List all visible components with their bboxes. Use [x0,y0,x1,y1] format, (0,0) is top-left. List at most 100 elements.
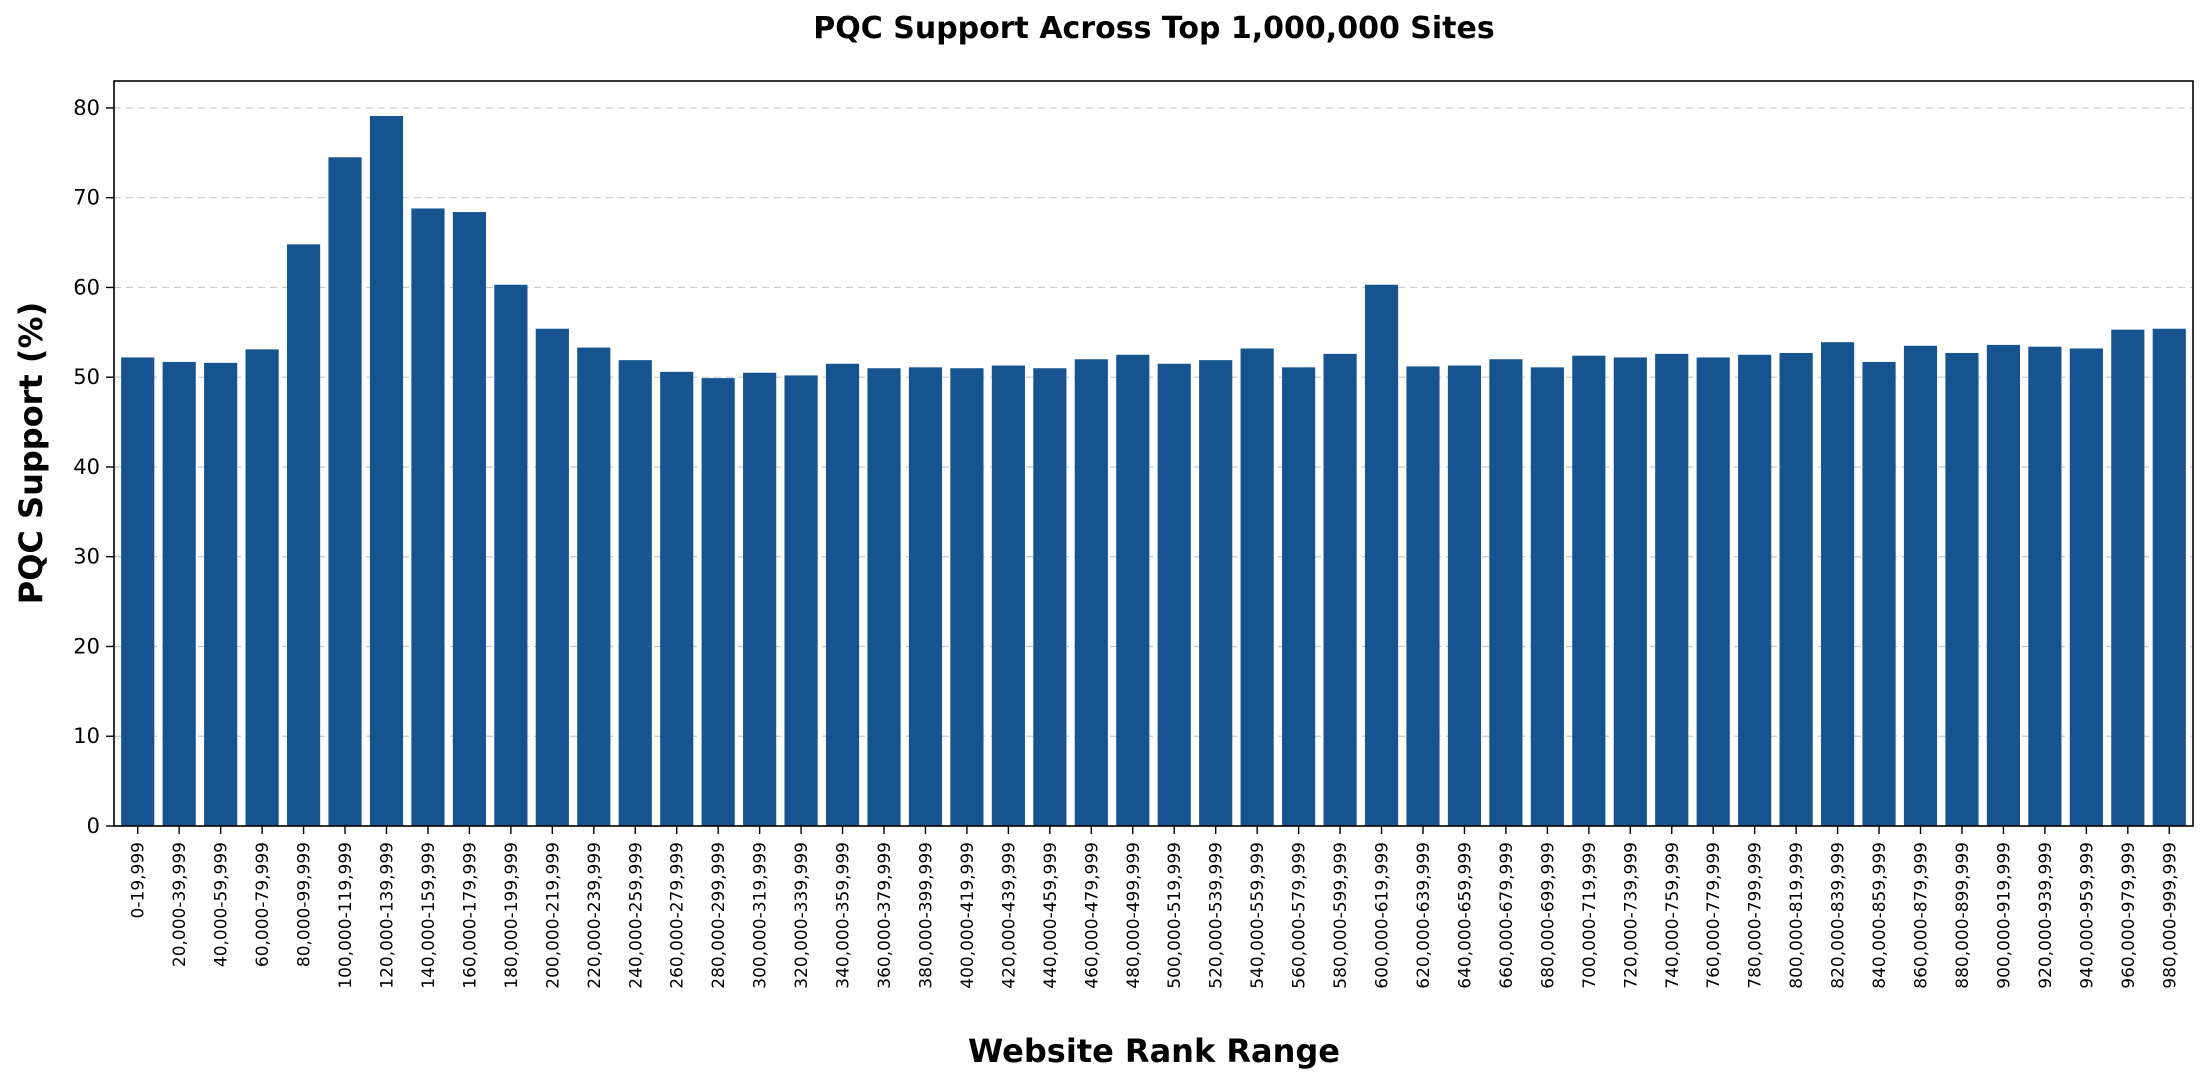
x-tick-label: 360,000-379,999 [875,842,895,989]
x-tick-label: 580,000-599,999 [1331,842,1351,989]
x-tick-label: 620,000-639,999 [1414,842,1434,989]
x-tick-label: 800,000-819,999 [1787,842,1807,989]
bar [1406,366,1440,826]
x-tick-label: 920,000-939,999 [2036,842,2056,989]
y-tick-label: 40 [73,455,100,479]
x-axis-label: Website Rank Range [968,1032,1340,1070]
x-tick-label: 80,000-99,999 [295,842,315,967]
x-tick-label: 900,000-919,999 [1994,842,2014,989]
bar [494,284,528,826]
x-tick-label: 820,000-839,999 [1829,842,1849,989]
bar [369,116,404,826]
bar [204,362,238,826]
x-tick-label: 260,000-279,999 [668,842,688,989]
bar [1530,367,1564,826]
y-tick-label: 80 [73,96,100,120]
x-tick-label: 600,000-619,999 [1373,842,1393,989]
plot-frame [113,80,2194,827]
y-tick-label: 50 [73,365,100,389]
y-tick-label: 20 [73,634,100,658]
bar [1364,284,1399,826]
x-tick-label: 700,000-719,999 [1580,842,1600,989]
x-tick-label: 780,000-799,999 [1746,842,1766,989]
x-tick-label: 880,000-899,999 [1953,842,1973,989]
bar [1655,353,1689,826]
bar [1903,345,1938,826]
bar [452,212,486,826]
x-tick-label: 240,000-259,999 [626,842,646,989]
bar [328,157,362,827]
y-tick-label: 0 [87,814,100,838]
bar [1240,348,1274,826]
bar [743,372,777,826]
bars [121,116,2186,827]
bar [2028,346,2062,826]
x-tick-label: 440,000-459,999 [1041,842,1061,989]
bar [991,365,1025,826]
x-tick-label: 180,000-199,999 [502,842,522,989]
y-tick-label: 30 [73,545,100,569]
bar [1862,361,1896,826]
bar [121,357,155,826]
bar [1779,352,1813,826]
x-tick-label: 540,000-559,999 [1248,842,1268,989]
bar [1074,359,1108,826]
x-tick-label: 680,000-699,999 [1538,842,1558,989]
x-tick-label: 320,000-339,999 [792,842,812,989]
bar [286,244,321,826]
x-tick-label: 380,000-399,999 [916,842,936,989]
bar [1945,352,1979,826]
x-tick-label: 160,000-179,999 [460,842,480,989]
bar [1572,355,1606,826]
x-tick-label: 100,000-119,999 [336,842,356,989]
x-tick-label: 60,000-79,999 [253,842,273,967]
x-tick-label: 640,000-659,999 [1455,842,1475,989]
x-tick-label: 340,000-359,999 [834,842,854,989]
y-axis-label: PQC Support (%) [12,302,50,604]
bar [1282,367,1316,826]
x-tick-label: 280,000-299,999 [709,842,729,989]
bar [867,368,901,826]
y-tick-label: 70 [73,186,100,210]
bar [1489,359,1523,826]
bar [577,347,611,826]
y-axis-ticks: 0 10 20 30 40 50 60 70 80 [73,96,114,838]
x-tick-label: 520,000-539,999 [1207,842,1227,989]
bar [618,360,652,826]
bar [1696,357,1730,826]
x-axis-ticks: 0-19,999 20,000-39,999 40,000-59,999 60,000… [129,826,2180,989]
bar [950,368,984,826]
x-tick-label: 460,000-479,999 [1082,842,1102,989]
x-tick-label: 760,000-779,999 [1704,842,1724,989]
bar [535,328,569,826]
bar [1199,360,1233,826]
bar [1033,368,1067,826]
bar [1157,363,1191,826]
x-tick-label: 860,000-879,999 [1912,842,1932,989]
x-tick-label: 960,000-979,999 [2119,842,2139,989]
bar [2069,348,2103,826]
x-tick-label: 0-19,999 [129,842,149,918]
x-tick-label: 200,000-219,999 [543,842,563,989]
bar [908,367,943,826]
bar [2152,328,2186,826]
bar [1447,365,1482,826]
x-tick-label: 220,000-239,999 [585,842,605,989]
bar [1613,357,1647,826]
bar [1738,354,1772,826]
bar [1116,354,1150,826]
x-tick-label: 740,000-759,999 [1663,842,1683,989]
x-tick-label: 560,000-579,999 [1290,842,1310,989]
bar [1323,353,1357,826]
x-tick-label: 720,000-739,999 [1621,842,1641,989]
bar [162,361,196,826]
x-tick-label: 400,000-419,999 [958,842,978,989]
bar [245,349,279,826]
bar [784,375,818,826]
bar [1821,342,1855,826]
x-tick-label: 140,000-159,999 [419,842,439,989]
y-tick-label: 60 [73,275,100,299]
bar [411,208,445,826]
